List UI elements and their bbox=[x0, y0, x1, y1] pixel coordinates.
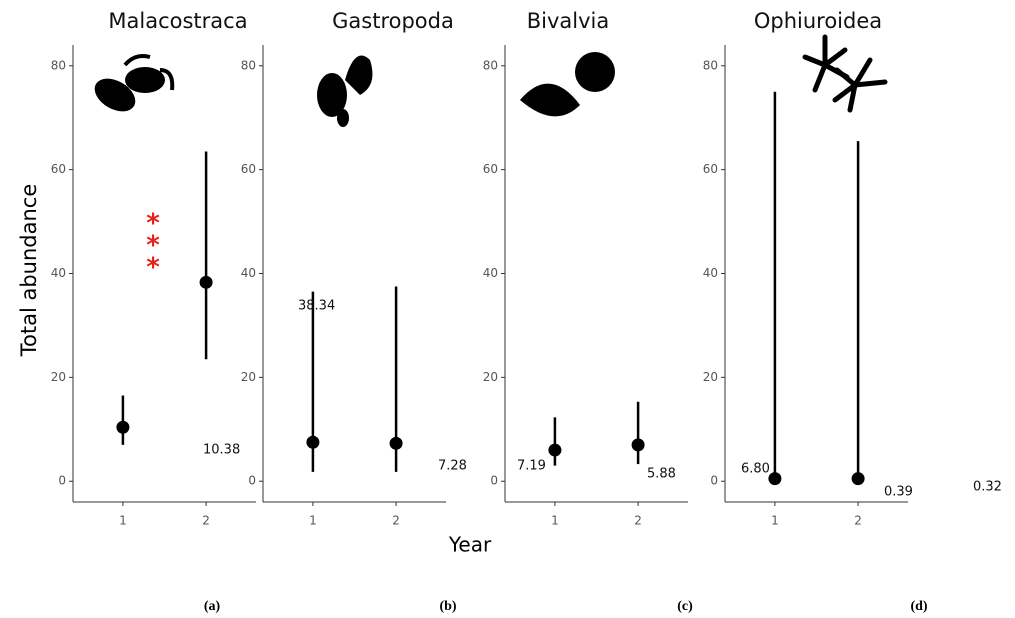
panel-caption: (a) bbox=[204, 599, 221, 614]
annotation: 6.80 bbox=[741, 462, 770, 477]
y-axis-label: Total abundance bbox=[17, 184, 41, 358]
significance-mark: * bbox=[146, 209, 160, 239]
y-tick-label: 60 bbox=[483, 162, 498, 176]
icon-snails bbox=[317, 55, 373, 127]
y-tick-label: 40 bbox=[703, 266, 718, 280]
y-tick-label: 80 bbox=[51, 58, 66, 72]
y-tick-label: 60 bbox=[703, 162, 718, 176]
point bbox=[389, 436, 403, 450]
icon-crustaceans bbox=[94, 54, 175, 112]
y-tick-label: 0 bbox=[248, 474, 256, 488]
icon-bivalves bbox=[520, 52, 615, 117]
panel-title: Ophiuroidea bbox=[754, 9, 882, 33]
x-tick-label: 2 bbox=[634, 514, 642, 528]
point bbox=[768, 472, 782, 486]
point bbox=[116, 420, 130, 434]
annotation: 10.38 bbox=[203, 443, 240, 458]
x-tick-label: 1 bbox=[771, 514, 779, 528]
y-tick-label: 40 bbox=[51, 266, 66, 280]
x-tick-label: 1 bbox=[551, 514, 559, 528]
y-tick-label: 0 bbox=[490, 474, 498, 488]
y-tick-label: 0 bbox=[710, 474, 718, 488]
y-tick-label: 60 bbox=[241, 162, 256, 176]
panel-caption: (b) bbox=[439, 599, 456, 614]
annotation: 0.32 bbox=[973, 480, 1002, 495]
point bbox=[851, 472, 865, 486]
annotation: 7.19 bbox=[517, 459, 546, 474]
y-tick-label: 60 bbox=[51, 162, 66, 176]
x-tick-label: 1 bbox=[309, 514, 317, 528]
y-tick-label: 80 bbox=[241, 58, 256, 72]
panel-caption: (c) bbox=[677, 599, 693, 614]
y-tick-label: 20 bbox=[703, 370, 718, 384]
annotation: 38.34 bbox=[298, 299, 335, 314]
panel-title: Bivalvia bbox=[527, 9, 610, 33]
y-tick-label: 0 bbox=[58, 474, 66, 488]
annotation: 7.28 bbox=[438, 459, 467, 474]
x-tick-label: 2 bbox=[392, 514, 400, 528]
point bbox=[199, 275, 213, 289]
point bbox=[306, 435, 320, 449]
x-axis-label: Year bbox=[448, 533, 492, 557]
y-tick-label: 80 bbox=[483, 58, 498, 72]
point bbox=[548, 443, 562, 457]
annotation: 0.39 bbox=[884, 485, 913, 500]
icon-brittle-stars bbox=[802, 34, 888, 113]
x-tick-label: 2 bbox=[202, 514, 210, 528]
panel-caption: (d) bbox=[910, 599, 927, 614]
point bbox=[631, 438, 645, 452]
y-tick-label: 20 bbox=[483, 370, 498, 384]
significance-mark: * bbox=[146, 231, 160, 261]
x-tick-label: 2 bbox=[854, 514, 862, 528]
x-tick-label: 1 bbox=[119, 514, 127, 528]
y-tick-label: 40 bbox=[483, 266, 498, 280]
y-tick-label: 20 bbox=[51, 370, 66, 384]
panel-title: Gastropoda bbox=[332, 9, 454, 33]
panel-title: Malacostraca bbox=[108, 9, 247, 33]
significance-mark: * bbox=[146, 253, 160, 283]
y-tick-label: 80 bbox=[703, 58, 718, 72]
annotation: 5.88 bbox=[647, 467, 676, 482]
y-tick-label: 40 bbox=[241, 266, 256, 280]
y-tick-label: 20 bbox=[241, 370, 256, 384]
